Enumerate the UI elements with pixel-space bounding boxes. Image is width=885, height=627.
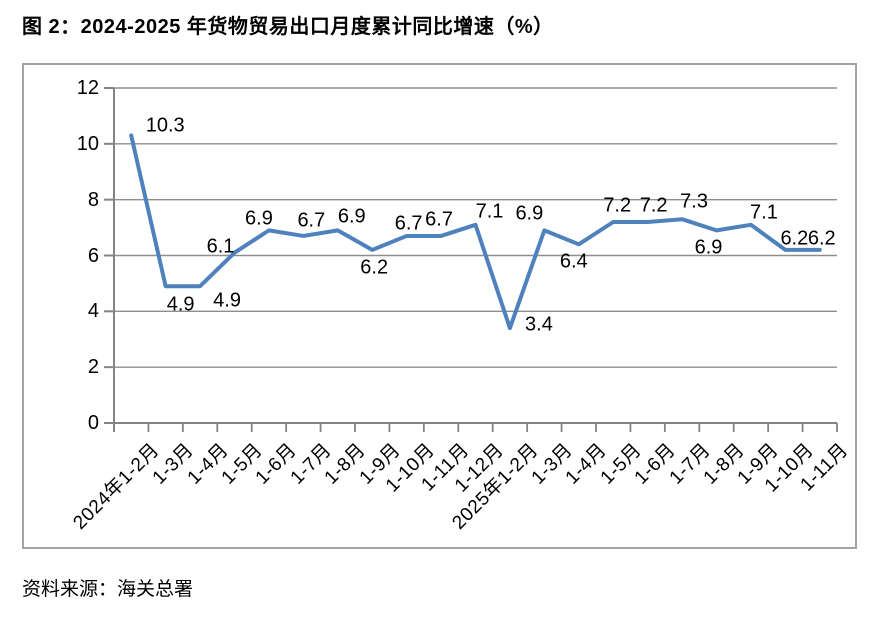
data-point-label: 6.9 [515,202,544,225]
data-point-label: 7.2 [639,194,668,217]
data-point-label: 6.7 [394,212,423,235]
data-point-label: 4.9 [213,289,241,312]
data-point-label: 6.2 [360,256,389,279]
data-point-label: 6.4 [559,250,588,273]
data-point-label: 4.9 [166,293,195,316]
y-tick-label: 6 [87,244,99,267]
y-tick-label: 2 [87,356,99,379]
y-tick-label: 8 [87,188,99,211]
data-point-label: 6.9 [337,205,366,228]
data-point-label: 6.9 [694,236,723,259]
series-line [129,133,822,331]
data-point-label: 7.1 [475,200,504,223]
data-point-label: 3.4 [525,313,553,336]
data-point-label: 7.2 [603,194,632,217]
data-point-label: 6.1 [206,235,235,258]
y-tick-label: 4 [87,300,99,323]
data-point-label: 6.9 [245,207,273,230]
line-chart-plot [104,87,838,432]
data-point-label: 6.7 [425,208,453,231]
data-point-label: 7.3 [680,190,708,213]
chart-title: 图 2：2024-2025 年货物贸易出口月度累计同比增速（%） [22,16,554,38]
chart-panel: 0 2 4 6 8 10 12 10.3 4.9 4.9 6.1 6.9 6.7 6.9 6.2 6.7 6.7… [22,63,857,549]
y-tick-label: 10 [76,132,99,155]
source-note: 资料来源：海关总署 [22,579,194,600]
data-point-label: 6.7 [297,209,326,232]
data-point-label: 10.3 [145,114,185,137]
y-tick-label: 0 [87,412,99,434]
y-tick-label: 12 [76,77,99,99]
data-point-label: 6.2 [807,227,836,250]
data-point-label: 7.1 [750,201,778,224]
data-point-label: 6.2 [780,227,809,250]
